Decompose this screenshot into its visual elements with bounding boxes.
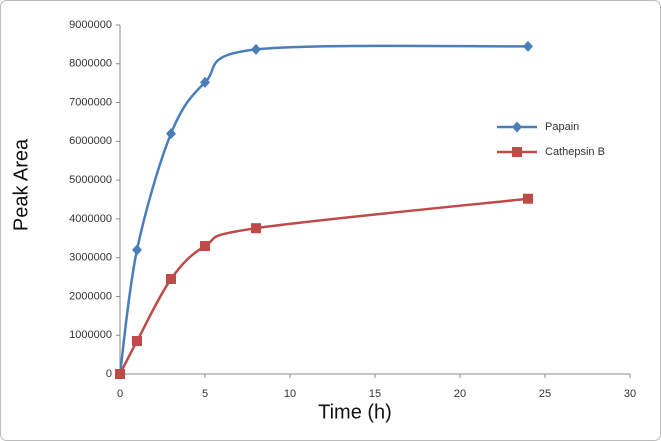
- x-axis-title: Time (h): [318, 401, 392, 423]
- x-tick-label: 10: [284, 388, 296, 400]
- legend-label: Papain: [545, 121, 579, 133]
- x-tick-label: 20: [454, 388, 466, 400]
- x-tick-label: 5: [202, 388, 208, 400]
- data-point: [523, 40, 533, 52]
- x-tick-label: 25: [539, 388, 551, 400]
- series-line: [118, 44, 529, 375]
- y-tick-label: 4000000: [69, 213, 112, 225]
- data-point: [166, 128, 176, 140]
- y-tick-label: 8000000: [69, 58, 112, 70]
- legend-marker: [512, 147, 522, 157]
- y-tick-label: 3000000: [69, 252, 112, 264]
- y-tick-label: 5000000: [69, 174, 112, 186]
- data-point: [523, 193, 533, 204]
- data-point: [166, 273, 176, 284]
- x-tick-label: 30: [624, 388, 636, 400]
- legend-label: Cathepsin B: [545, 146, 605, 158]
- legend-marker: [512, 121, 522, 133]
- y-tick-label: 1000000: [69, 329, 112, 341]
- data-point: [132, 336, 142, 347]
- data-point: [132, 244, 142, 256]
- y-tick-label: 0: [106, 368, 112, 380]
- x-tick-label: 15: [369, 388, 381, 400]
- y-tick-label: 7000000: [69, 96, 112, 108]
- y-tick-label: 6000000: [69, 135, 112, 147]
- y-axis-title: Peak Area: [10, 138, 32, 231]
- x-tick-label: 0: [117, 388, 123, 400]
- data-point: [251, 43, 261, 55]
- data-point: [251, 223, 261, 234]
- data-point: [115, 369, 125, 379]
- data-point: [200, 241, 210, 252]
- y-tick-label: 9000000: [69, 19, 112, 31]
- y-tick-label: 2000000: [69, 290, 112, 302]
- data-point: [200, 76, 210, 88]
